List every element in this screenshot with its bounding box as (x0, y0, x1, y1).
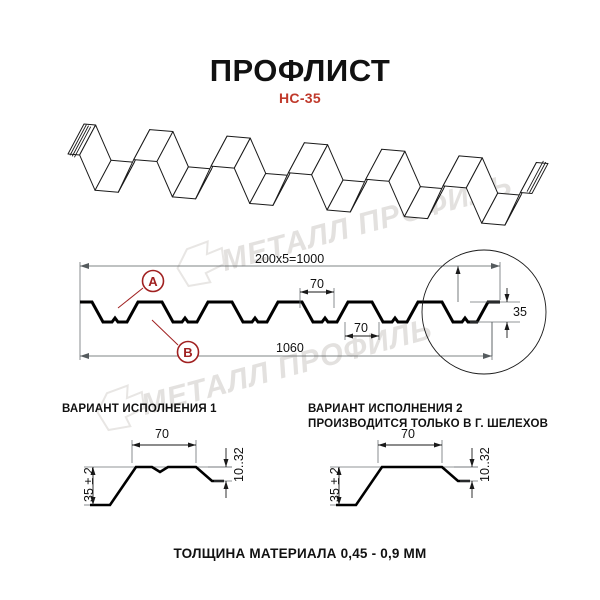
arrow-bottom-right (483, 353, 492, 359)
v1-dim-label-width: 70 (155, 427, 169, 441)
arrow-crest-right (326, 289, 334, 295)
variant-2-caption-line-2: ПРОИЗВОДИТСЯ ТОЛЬКО В Г. ШЕЛЕХОВ (308, 418, 549, 430)
dim-label-height: 35 (513, 305, 527, 319)
v1-arrow-width-right (188, 442, 196, 448)
callout-leader-b (151, 319, 179, 346)
dim-label-overall-top: 200x5=1000 (255, 252, 325, 266)
dim-label-overall-bottom: 1060 (276, 341, 304, 355)
dim-label-valley-width: 70 (354, 321, 368, 335)
v2-arrow-width-left (378, 442, 386, 448)
arrow-bottom-left (80, 353, 89, 359)
v2-dim-label-width: 70 (401, 427, 415, 441)
watermark-logo-icon-2 (96, 384, 146, 432)
v1-dim-label-flange: 10..32 (232, 447, 246, 482)
page-title: ПРОФЛИСТ (209, 53, 391, 88)
variant-2-caption: ВАРИАНТ ИСПОЛНЕНИЯ 2 ПРОИЗВОДИТСЯ ТОЛЬКО… (308, 402, 548, 432)
callout-circle-a[interactable] (141, 269, 165, 293)
callout-label-a: A (148, 274, 158, 289)
arrow-tie-top (455, 266, 461, 274)
callout-leader-a (117, 287, 144, 309)
dim-label-crest-width: 70 (310, 277, 324, 291)
v1-arrow-flange-top (223, 459, 229, 467)
page-subtitle: НС-35 (279, 90, 321, 106)
footer-note: ТОЛЩИНА МАТЕРИАЛА 0,45 - 0,9 ММ (173, 546, 427, 561)
watermark-logo-icon (176, 240, 226, 288)
variant-1-caption: ВАРИАНТ ИСПОЛНЕНИЯ 1 (62, 402, 217, 417)
v1-dim-label-height: 35 ± 2 (82, 467, 96, 502)
variant-1-caption-line-1: ВАРИАНТ ИСПОЛНЕНИЯ 1 (62, 403, 217, 415)
arrow-height-top (504, 294, 510, 302)
arrow-top-right (491, 263, 500, 269)
detail-circle (421, 249, 547, 375)
callout-circle-b[interactable] (176, 340, 200, 364)
callout-label-b: B (183, 345, 192, 360)
variant-2-profile (336, 465, 470, 507)
v2-arrow-width-right (434, 442, 442, 448)
v2-dim-label-flange: 10..32 (478, 447, 492, 482)
arrow-height-bottom (504, 322, 510, 330)
v1-arrow-width-left (132, 442, 140, 448)
profile-cross-section (80, 300, 500, 324)
variant-2-caption-line-1: ВАРИАНТ ИСПОЛНЕНИЯ 2 (308, 403, 463, 415)
v2-dim-label-height: 35 ± 2 (328, 467, 342, 502)
arrow-crest-left (300, 289, 308, 295)
arrow-top-left (80, 263, 89, 269)
variant-1-profile (90, 465, 224, 507)
v2-arrow-flange-top (469, 459, 475, 467)
v1-arrow-flange-bottom (223, 481, 229, 489)
v2-arrow-flange-bottom (469, 481, 475, 489)
